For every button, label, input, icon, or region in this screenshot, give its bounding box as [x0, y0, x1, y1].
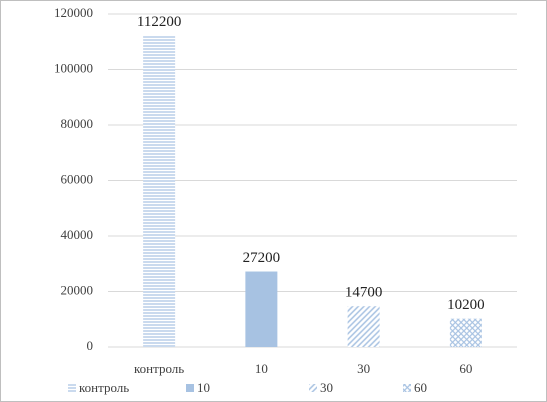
legend-label: контроль: [79, 380, 129, 395]
y-tick-label: 40000: [61, 227, 94, 242]
y-tick-label: 80000: [61, 116, 94, 131]
bar: [347, 306, 380, 347]
y-tick-label: 60000: [61, 171, 94, 186]
x-tick-label: 60: [459, 361, 472, 376]
legend-swatch: [403, 384, 411, 392]
y-tick-label: 0: [87, 338, 94, 353]
legend-swatch: [309, 384, 317, 392]
y-tick-label: 100000: [54, 60, 93, 75]
value-label: 14700: [345, 285, 383, 301]
legend-label: 10: [197, 380, 210, 395]
legend-label: 30: [320, 380, 333, 395]
y-tick-label: 20000: [61, 282, 94, 297]
bar: [449, 318, 482, 347]
x-tick-label: контроль: [134, 361, 184, 376]
x-tick-label: 30: [357, 361, 370, 376]
x-tick-label: 10: [255, 361, 268, 376]
legend-label: 60: [414, 380, 427, 395]
value-label: 27200: [243, 250, 281, 266]
legend-swatch: [186, 384, 194, 392]
bar: [143, 35, 176, 348]
value-label: 112200: [137, 14, 181, 30]
value-label: 10200: [447, 297, 485, 313]
bar: [245, 271, 278, 347]
legend-swatch: [68, 384, 76, 392]
y-tick-label: 120000: [54, 5, 93, 20]
